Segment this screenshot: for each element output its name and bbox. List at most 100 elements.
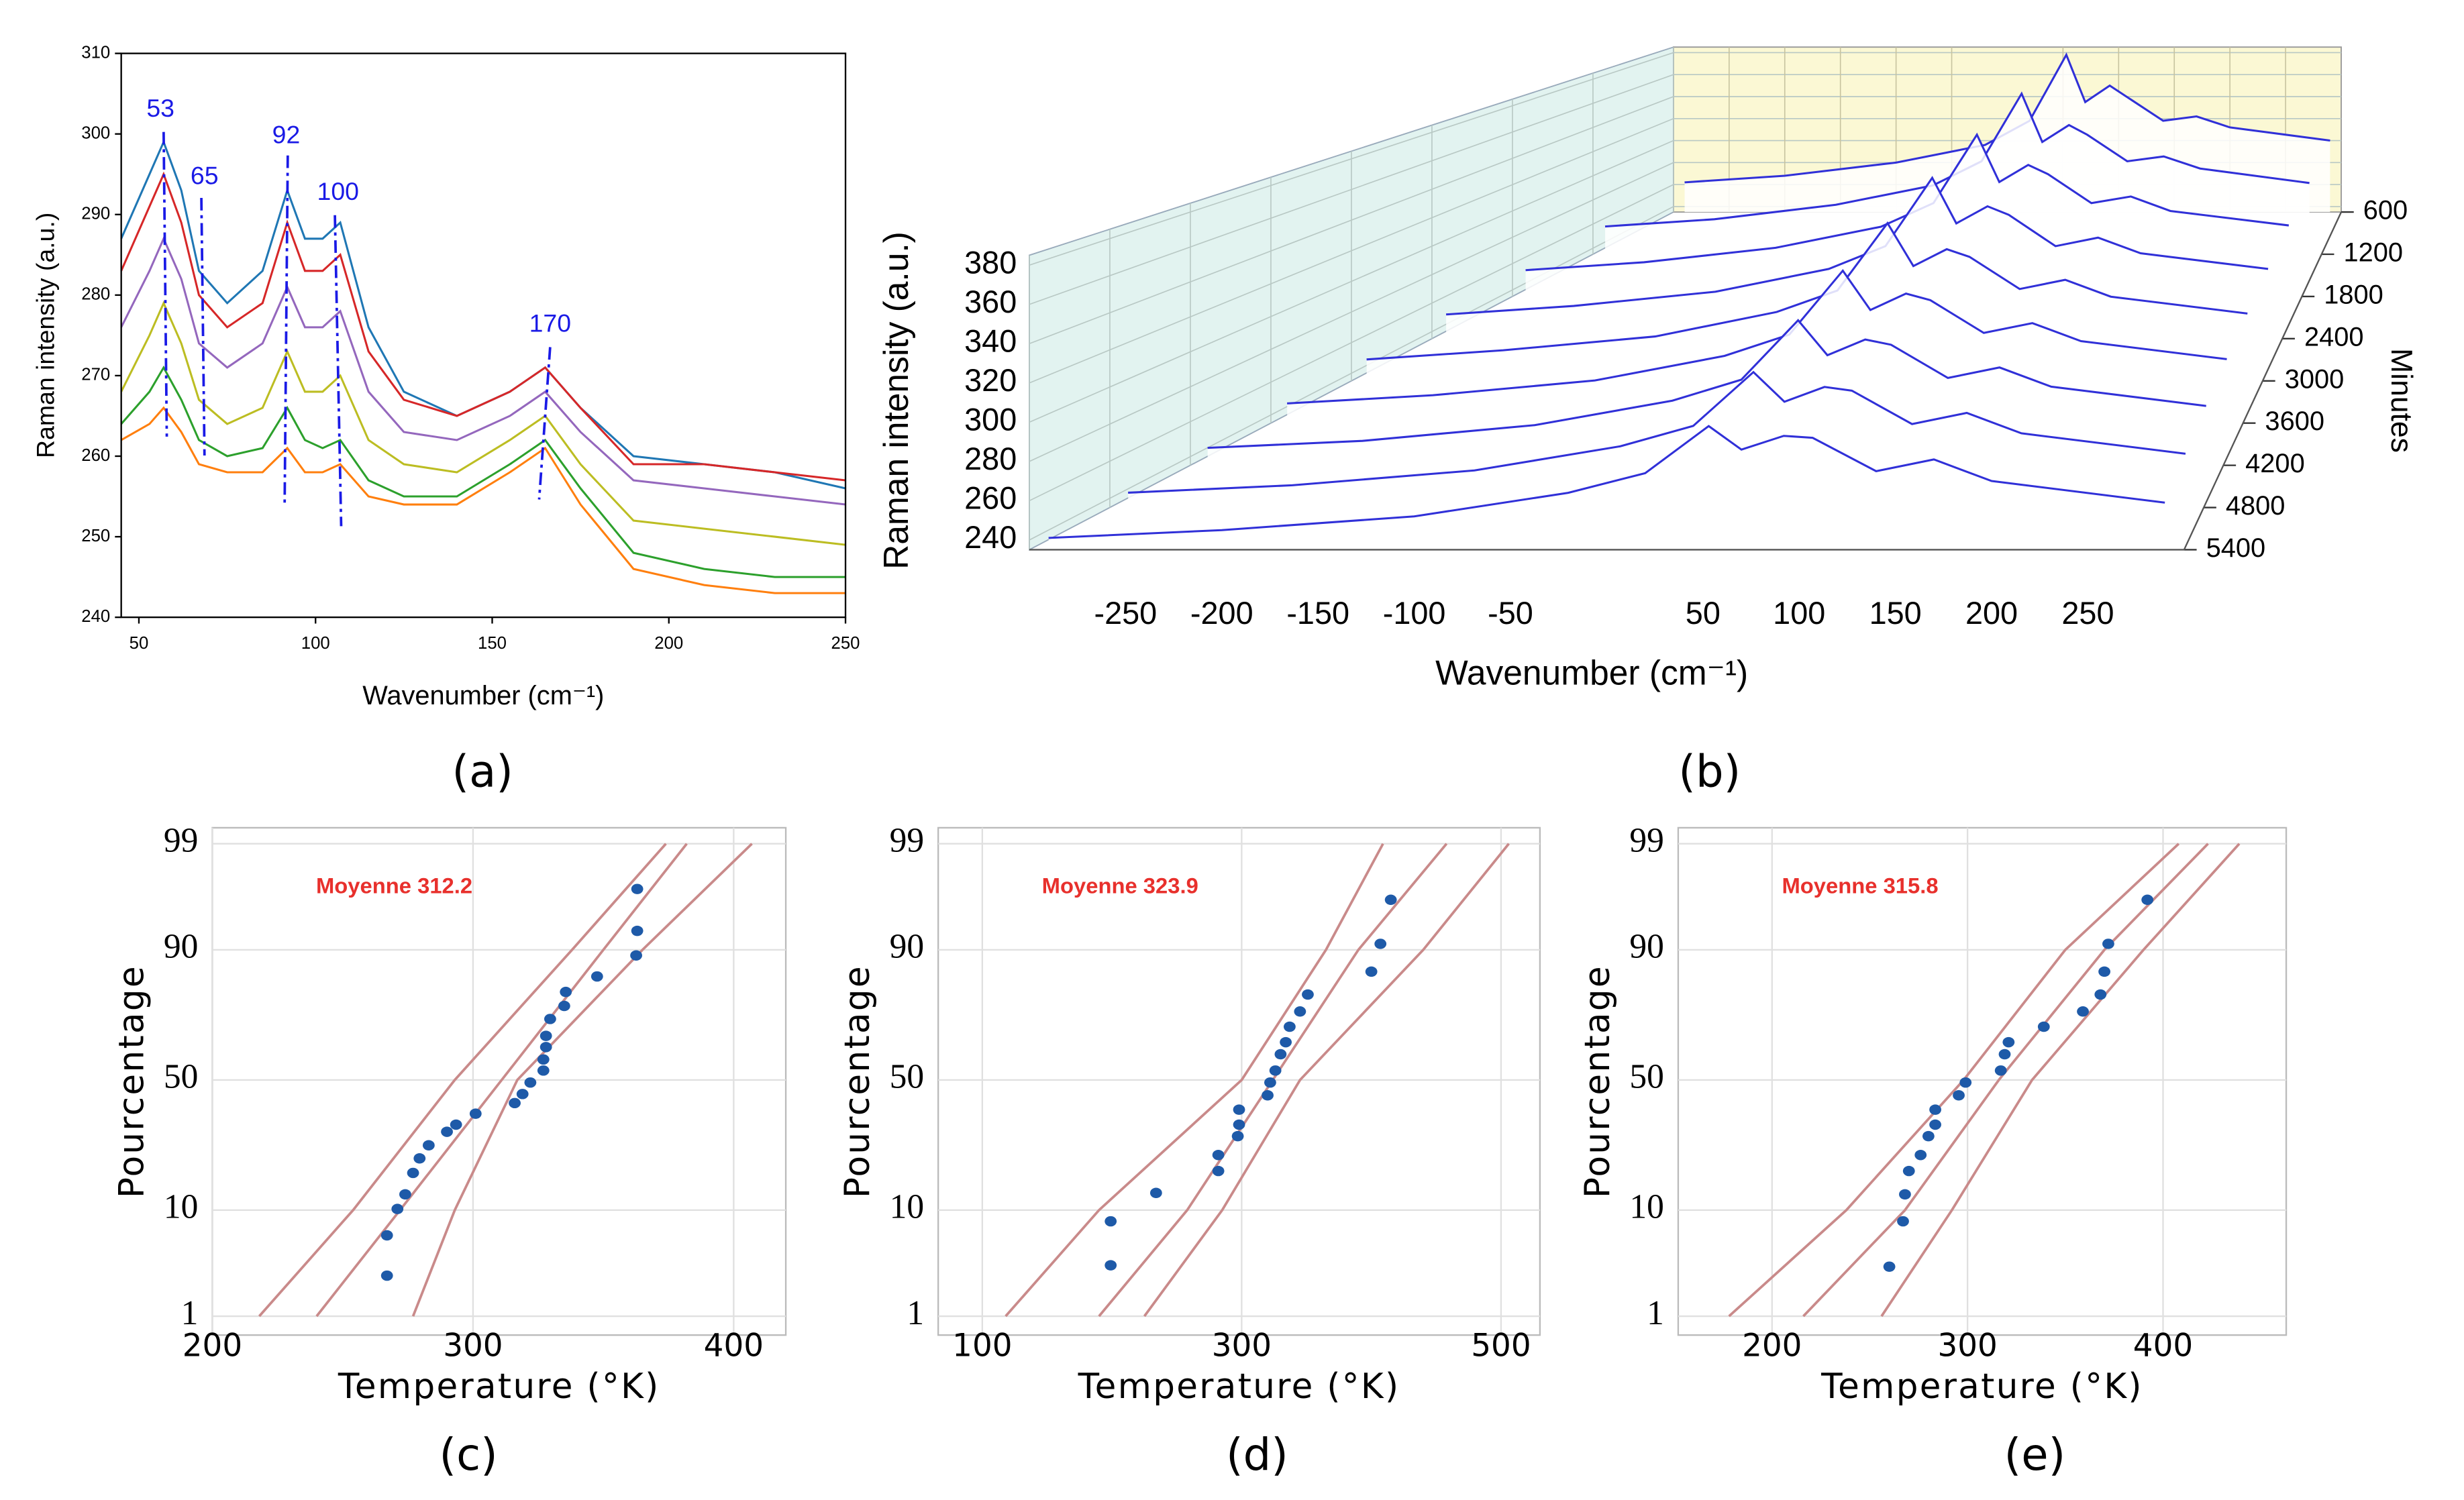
spectrum-line: [120, 171, 846, 482]
y-tick-label: 260: [964, 481, 1017, 516]
peak-label: 92: [272, 121, 301, 149]
fit-curve: [1005, 843, 1384, 1318]
data-point: [544, 1014, 556, 1024]
data-point: [1105, 1260, 1117, 1271]
data-point: [2141, 894, 2154, 906]
data-point: [391, 1203, 404, 1214]
fit-curve: [1880, 843, 2241, 1318]
x-tick-label: 300: [1212, 1328, 1272, 1364]
x-axis-title: Wavenumber (cm⁻¹): [362, 681, 604, 710]
peak-label: 100: [317, 177, 360, 205]
x-tick-label: -250: [1094, 596, 1158, 631]
data-point: [1264, 1077, 1276, 1088]
trace-fill: [1048, 426, 2165, 550]
spectrum-trace: [1366, 221, 2248, 361]
y-tick-label: 320: [964, 363, 1017, 398]
z-tick-label: 3600: [2265, 407, 2324, 436]
data-point: [631, 925, 644, 936]
data-point: [631, 883, 644, 894]
x-tick-label: 200: [183, 1328, 242, 1364]
data-point: [1284, 1021, 1296, 1032]
y-tick-label: 360: [964, 284, 1017, 319]
fit-curve: [1802, 843, 2209, 1318]
peak-label: 170: [529, 309, 572, 337]
data-point: [1929, 1104, 1941, 1115]
data-point: [1233, 1119, 1245, 1130]
mean-annotation: Moyenne 323.9: [1042, 873, 1198, 898]
y-tick-label: 50: [1629, 1058, 1663, 1096]
y-axis-title: Raman intensity (a.u.): [32, 213, 60, 458]
x-tick-label: -100: [1383, 596, 1446, 631]
y-tick-label: 300: [81, 123, 110, 142]
data-point: [540, 1030, 552, 1041]
spectrum-line: [120, 236, 846, 506]
y-tick-label: 1: [1647, 1294, 1664, 1332]
spectrum-trace: [1128, 370, 2186, 494]
x-tick-label: 100: [301, 634, 330, 653]
y-tick-label: 99: [890, 822, 924, 860]
peak-marker: [200, 197, 206, 456]
data-point: [1384, 894, 1397, 906]
plot-frame: [120, 52, 847, 619]
y-axis-title: Pourcentage: [837, 965, 878, 1198]
data-point: [1269, 1065, 1282, 1076]
data-point: [558, 1000, 570, 1012]
data-point: [509, 1097, 521, 1109]
x-tick-label: 150: [1869, 596, 1922, 631]
y-tick-label: 300: [964, 403, 1017, 437]
y-tick-label: 10: [164, 1188, 199, 1226]
spectrum-trace: [1445, 176, 2269, 316]
data-point: [1294, 1006, 1306, 1017]
data-point: [2037, 1021, 2050, 1032]
data-point: [407, 1167, 419, 1179]
y-tick-label: 290: [81, 205, 110, 223]
data-point: [2102, 939, 2114, 949]
x-tick-label: -200: [1190, 596, 1253, 631]
data-point: [1280, 1036, 1292, 1048]
data-point: [2094, 989, 2107, 1000]
data-point: [540, 1042, 552, 1053]
x-tick-label: 150: [478, 634, 507, 653]
y-tick-label: 270: [81, 366, 110, 384]
y-axis-title: Pourcentage: [111, 965, 152, 1198]
spectrum-trace: [1525, 132, 2290, 272]
data-point: [380, 1230, 393, 1241]
y-tick-label: 50: [890, 1058, 924, 1096]
peak-marker: [283, 155, 289, 506]
data-point: [1233, 1104, 1245, 1115]
x-tick-label: 100: [952, 1328, 1012, 1364]
data-point: [422, 1140, 435, 1150]
data-point: [1922, 1130, 1935, 1142]
y-tick-label: 380: [964, 245, 1017, 280]
x-tick-label: 200: [1965, 596, 2018, 631]
data-point: [516, 1089, 529, 1100]
data-point: [1212, 1165, 1225, 1177]
x-axis-title: Temperature (°K): [338, 1367, 660, 1407]
y-tick-label: 240: [964, 520, 1017, 555]
data-point: [560, 986, 572, 998]
z-tick-label: 3000: [2285, 364, 2345, 394]
y-tick-label: 90: [1629, 928, 1663, 966]
x-tick-label: 250: [2061, 596, 2114, 631]
y-tick-label: 99: [1629, 822, 1663, 860]
panel-label: (a): [452, 746, 513, 797]
fit-curve: [1143, 843, 1510, 1318]
spectrum-trace: [1684, 52, 2330, 184]
y-tick-label: 280: [964, 441, 1017, 476]
data-point: [1929, 1119, 1941, 1130]
z-tick-label: 4800: [2226, 491, 2286, 521]
data-point: [1274, 1049, 1287, 1060]
data-point: [537, 1065, 550, 1076]
z-axis-title: Minutes: [2385, 348, 2418, 453]
y-tick-label: 1: [907, 1294, 924, 1332]
z-tick-label: 1800: [2324, 280, 2383, 309]
x-axis-title: Temperature (°K): [1078, 1367, 1400, 1407]
y-tick-label: 250: [81, 527, 110, 545]
x-tick-label: 500: [1471, 1328, 1531, 1364]
data-point: [1959, 1077, 1972, 1088]
y-tick-label: 10: [1629, 1188, 1663, 1226]
data-point: [630, 950, 642, 961]
data-point: [1212, 1149, 1225, 1161]
y-tick-label: 90: [164, 928, 199, 966]
